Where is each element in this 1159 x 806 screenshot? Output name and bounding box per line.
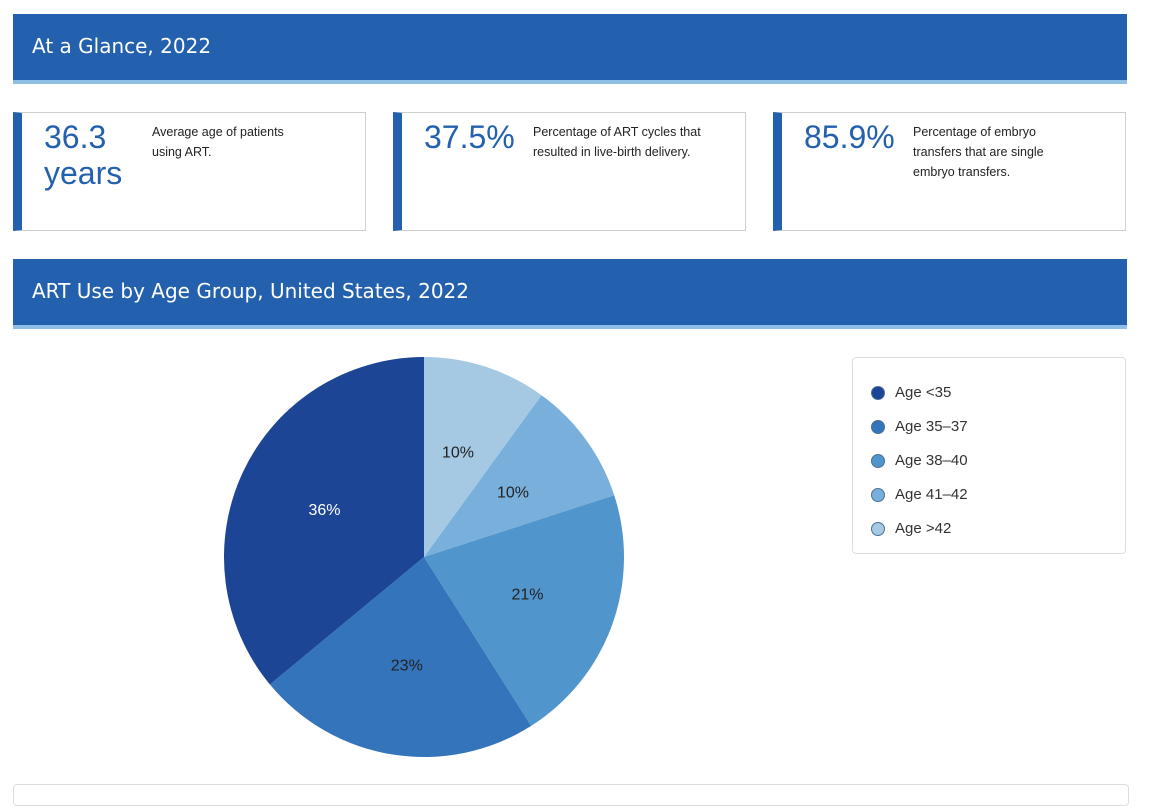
pie-slice-0[interactable] — [223, 357, 424, 685]
section-title: At a Glance, 2022 — [32, 34, 212, 58]
section-title: ART Use by Age Group, United States, 202… — [32, 279, 469, 303]
stat-description: Percentage of ART cycles that resulted i… — [533, 125, 701, 159]
legend-label: Age <35 — [895, 384, 952, 401]
stat-card-single-embryo: 85.9% Percentage of embryo transfers tha… — [773, 112, 1126, 231]
legend-swatch — [871, 419, 885, 434]
stat-card-average-age: 36.3 years Average age of patients using… — [13, 112, 366, 231]
stat-value: 85.9% — [804, 119, 895, 155]
legend-item[interactable]: Age 41–42 — [871, 486, 968, 503]
stat-card-live-birth: 37.5% Percentage of ART cycles that resu… — [393, 112, 746, 231]
at-a-glance-header: At a Glance, 2022 — [13, 14, 1127, 84]
legend-label: Age 41–42 — [895, 486, 968, 503]
legend-item[interactable]: Age 38–40 — [871, 452, 968, 469]
pie-slice-1[interactable] — [269, 557, 532, 757]
stat-description: Average age of patients using ART. — [152, 125, 284, 159]
legend-swatch — [871, 487, 885, 502]
slice-label: 10% — [442, 444, 474, 461]
next-section-box — [13, 784, 1129, 806]
pie-slice-4[interactable] — [424, 357, 542, 557]
stat-value: 36.3 years — [44, 119, 123, 191]
legend-swatch — [871, 385, 885, 400]
chart-legend: Age <35 Age 35–37 Age 38–40 Age 41–42 Age >4… — [852, 357, 1126, 554]
stat-description: Percentage of embryo transfers that are … — [913, 125, 1044, 179]
pie-chart: 10% 10% 21% 23% 36% — [223, 357, 624, 757]
pie-slice-2[interactable] — [424, 495, 624, 726]
legend-item[interactable]: Age >42 — [871, 520, 951, 537]
slice-label: 36% — [308, 502, 340, 519]
legend-label: Age >42 — [895, 520, 952, 537]
legend-label: Age 35–37 — [895, 418, 968, 435]
legend-item[interactable]: Age 35–37 — [871, 418, 968, 435]
slice-label: 10% — [497, 484, 529, 501]
legend-swatch — [871, 521, 885, 536]
stat-value: 37.5% — [424, 119, 515, 155]
slice-label: 21% — [511, 586, 543, 603]
legend-swatch — [871, 453, 885, 468]
slice-label: 23% — [391, 658, 423, 675]
legend-label: Age 38–40 — [895, 452, 968, 469]
chart-section-header: ART Use by Age Group, United States, 202… — [13, 259, 1127, 329]
legend-item[interactable]: Age <35 — [871, 384, 951, 401]
pie-slice-3[interactable] — [424, 395, 615, 557]
